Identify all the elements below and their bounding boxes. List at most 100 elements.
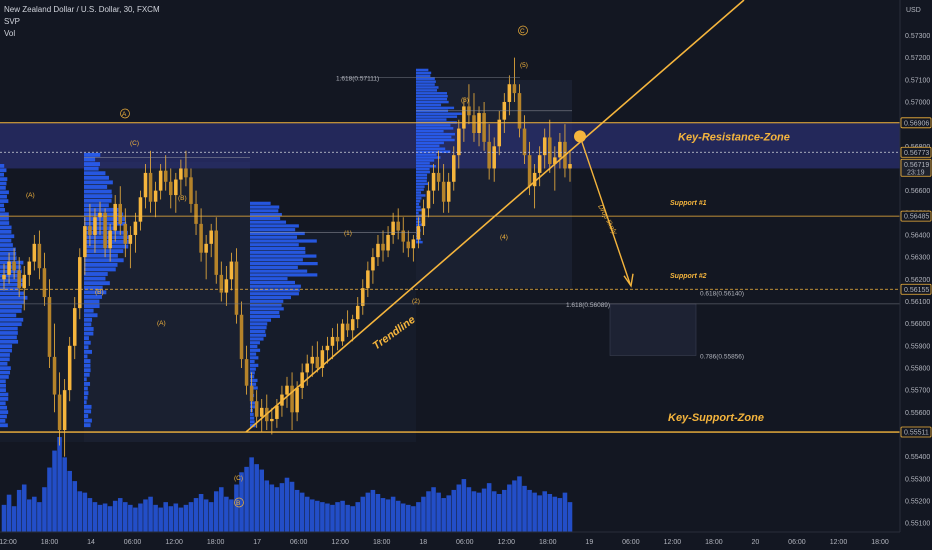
candle-body	[355, 305, 360, 320]
volume-profile-row	[0, 168, 7, 173]
candle-body	[406, 241, 411, 249]
volume-profile-row	[0, 313, 17, 318]
wave-label: (C)	[130, 140, 139, 147]
candle-body	[361, 288, 365, 306]
volume-profile-row	[250, 363, 259, 367]
volume-bar	[188, 502, 194, 532]
price-tick-label: 0.56200	[905, 277, 930, 284]
price-tag-label: 0.56773	[904, 150, 929, 157]
volume-profile-row	[0, 366, 11, 371]
volume-bar	[264, 480, 270, 532]
volume-profile-row	[0, 260, 24, 265]
candle-body	[204, 243, 208, 253]
volume-bar	[21, 484, 27, 532]
volume-profile-row	[84, 180, 113, 185]
time-tick-label: 12:00	[830, 539, 848, 546]
volume-profile-row	[0, 273, 22, 278]
volume-profile-row	[416, 135, 452, 139]
candle-body	[436, 172, 441, 182]
volume-bar	[123, 502, 128, 532]
drop-arrow-head	[623, 273, 634, 288]
candle-body	[42, 268, 47, 298]
time-axis[interactable]	[0, 532, 932, 550]
candle-body	[78, 257, 82, 309]
volume-bar	[208, 502, 214, 532]
volume-profile-row	[416, 80, 436, 83]
candle-body	[67, 345, 72, 391]
volume-bar	[491, 491, 497, 532]
volume-profile-row	[416, 179, 427, 183]
candle-body	[451, 155, 456, 182]
candle-body	[98, 212, 102, 218]
volume-profile-row	[250, 307, 284, 311]
volume-profile-row	[0, 357, 10, 362]
volume-bar	[345, 504, 350, 532]
price-tag-box	[900, 146, 932, 158]
volume-profile-row	[250, 246, 306, 251]
volume-profile-row	[84, 189, 112, 194]
svp-indicator-label[interactable]: SVP	[4, 17, 21, 26]
volume-profile-row	[84, 363, 91, 368]
candle-body	[492, 146, 496, 169]
volume-profile-row	[416, 92, 447, 95]
price-tag-label: 0.56719	[904, 162, 929, 169]
volume-profile-row	[416, 159, 435, 162]
candle-body	[229, 261, 234, 280]
candle-body	[345, 323, 350, 331]
candle-body	[558, 141, 562, 158]
wave-label: (2)	[412, 298, 420, 305]
candle-body	[532, 172, 537, 187]
volume-profile-row	[250, 329, 266, 334]
price-tick-label: 0.57100	[905, 77, 930, 84]
volume-bar	[350, 506, 355, 532]
candle-body	[295, 387, 299, 413]
price-tick-label: 0.55600	[905, 410, 930, 417]
volume-profile-row	[84, 276, 106, 281]
candle-body	[179, 168, 183, 180]
volume-profile-row	[0, 199, 9, 203]
candle-body	[108, 230, 112, 249]
wave-label: (1)	[344, 230, 352, 237]
volume-profile-row	[84, 226, 114, 231]
candle-body	[290, 385, 294, 413]
volume-bar	[279, 483, 285, 532]
time-tick-label: 18:00	[539, 539, 557, 546]
trendline[interactable]	[245, 0, 745, 433]
volume-profile-row	[0, 397, 9, 401]
volume-profile-row	[0, 326, 18, 331]
wave-label: C	[520, 28, 525, 35]
vol-indicator-label[interactable]: Vol	[4, 29, 16, 38]
volume-profile-row	[0, 269, 22, 274]
candle-body	[83, 226, 87, 258]
candle-body	[47, 297, 52, 357]
volume-profile-row	[0, 300, 25, 305]
countdown-label: 23:19	[907, 169, 925, 176]
wave-label: (4)	[500, 234, 508, 241]
volume-bar	[421, 496, 426, 532]
time-tick-label: 12:00	[664, 539, 682, 546]
volume-profile-row	[84, 157, 96, 162]
price-axis[interactable]	[900, 0, 932, 532]
volume-profile-row	[0, 287, 19, 291]
volume-bar	[289, 481, 295, 532]
volume-profile-row	[250, 269, 308, 273]
volume-bar	[193, 498, 199, 532]
volume-profile-row	[84, 249, 124, 254]
volume-profile-row	[250, 284, 301, 288]
price-tag-box	[900, 283, 932, 295]
volume-profile-row	[416, 188, 424, 191]
volume-profile-row	[250, 235, 298, 239]
wave-label: (A)	[26, 192, 35, 199]
volume-profile-row	[0, 181, 7, 186]
wave-label: (A)	[157, 320, 166, 327]
volume-bar	[178, 507, 184, 532]
volume-profile-row	[0, 423, 8, 428]
drop-arrow[interactable]	[579, 136, 631, 284]
volume-profile-row	[250, 243, 299, 247]
price-tick-label: 0.56400	[905, 232, 930, 239]
volume-bar	[102, 503, 108, 532]
volume-profile-row	[84, 354, 88, 359]
volume-profile-row	[84, 395, 88, 400]
wave-circle	[518, 25, 528, 36]
